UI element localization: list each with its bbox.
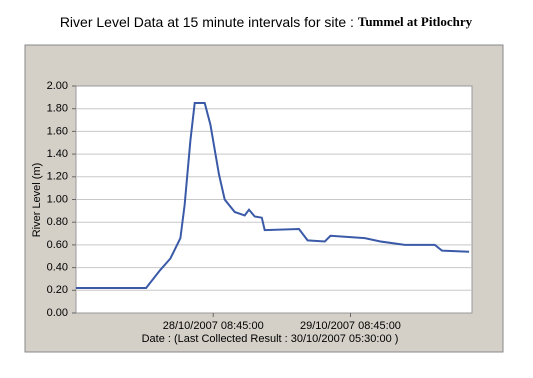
y-tick-label: 1.60 [47,125,68,137]
y-tick-label: 1.80 [47,103,68,115]
y-tick-label: 2.00 [47,80,68,92]
x-tick-label: 28/10/2007 08:45:00 [163,320,264,332]
x-axis-label: Date : (Last Collected Result : 30/10/20… [142,333,399,345]
y-tick-label: 1.00 [47,193,68,205]
y-tick-label: 0.60 [47,239,68,251]
y-tick-label: 0.20 [47,284,68,296]
y-tick-label: 1.20 [47,171,68,183]
y-axis-label: River Level (m) [31,163,43,238]
y-tick-label: 0.40 [47,262,68,274]
title-text: River Level Data at 15 minute intervals … [60,14,358,30]
y-tick-label: 0.80 [47,216,68,228]
y-tick-label: 0.00 [47,307,68,319]
chart-title: River Level Data at 15 minute intervals … [60,14,473,30]
y-tick-label: 1.40 [47,148,68,160]
site-name: Tummel at Pitlochry [358,14,473,29]
x-tick-label: 29/10/2007 08:45:00 [300,320,401,332]
data-line [76,102,470,289]
